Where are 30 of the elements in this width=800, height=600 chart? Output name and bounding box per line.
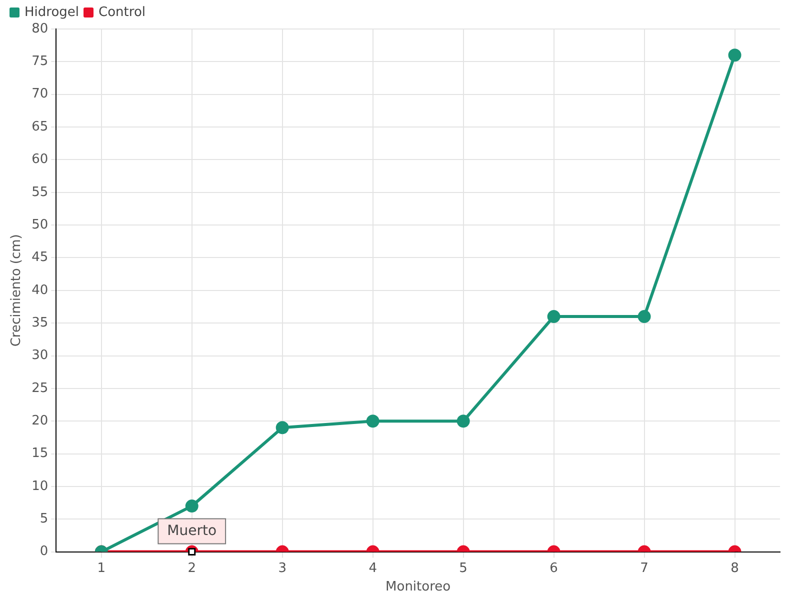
y-axis-title: Crecimiento (cm) [9,234,24,347]
y-tick-label: 75 [32,54,48,70]
y-tick-label: 20 [32,413,48,428]
y-tick-label: 60 [32,152,48,168]
y-tick-label: 5 [40,512,48,526]
annotation: Muerto [167,522,217,539]
y-tick-label: 55 [32,184,48,200]
y-tick-label: 10 [32,478,48,494]
x-tick-label: 4 [368,560,377,576]
y-tick-label: 65 [32,119,48,134]
y-tick-label: 35 [32,315,48,330]
y-tick-label: 0 [40,544,48,560]
y-tick-label: 70 [32,86,48,102]
legend-label: Control [98,4,146,20]
x-tick-label: 6 [550,560,558,576]
y-tick-label: 50 [32,217,48,232]
x-tick-label: 8 [730,560,739,576]
x-axis-title: Monitoreo [386,580,451,595]
y-tick-label: 40 [32,282,48,298]
y-tick-label: 15 [32,446,48,462]
x-tick-label: 3 [278,560,286,576]
y-tick-label: 80 [32,21,48,36]
x-tick-label: 1 [97,560,106,576]
x-tick-label: 2 [188,560,196,576]
y-tick-label: 25 [32,380,48,396]
x-tick-label: 5 [459,560,468,576]
y-tick-label: 45 [32,250,48,266]
x-tick-label: 7 [640,560,648,576]
legend-label: Hidrogel [24,4,80,20]
y-tick-label: 30 [32,348,48,364]
